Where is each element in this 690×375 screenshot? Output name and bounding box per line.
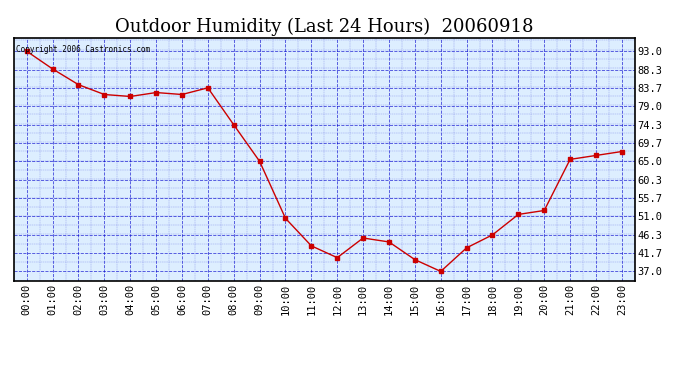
Title: Outdoor Humidity (Last 24 Hours)  20060918: Outdoor Humidity (Last 24 Hours) 2006091… bbox=[115, 18, 533, 36]
Text: Copyright 2006 Castronics.com: Copyright 2006 Castronics.com bbox=[16, 45, 150, 54]
